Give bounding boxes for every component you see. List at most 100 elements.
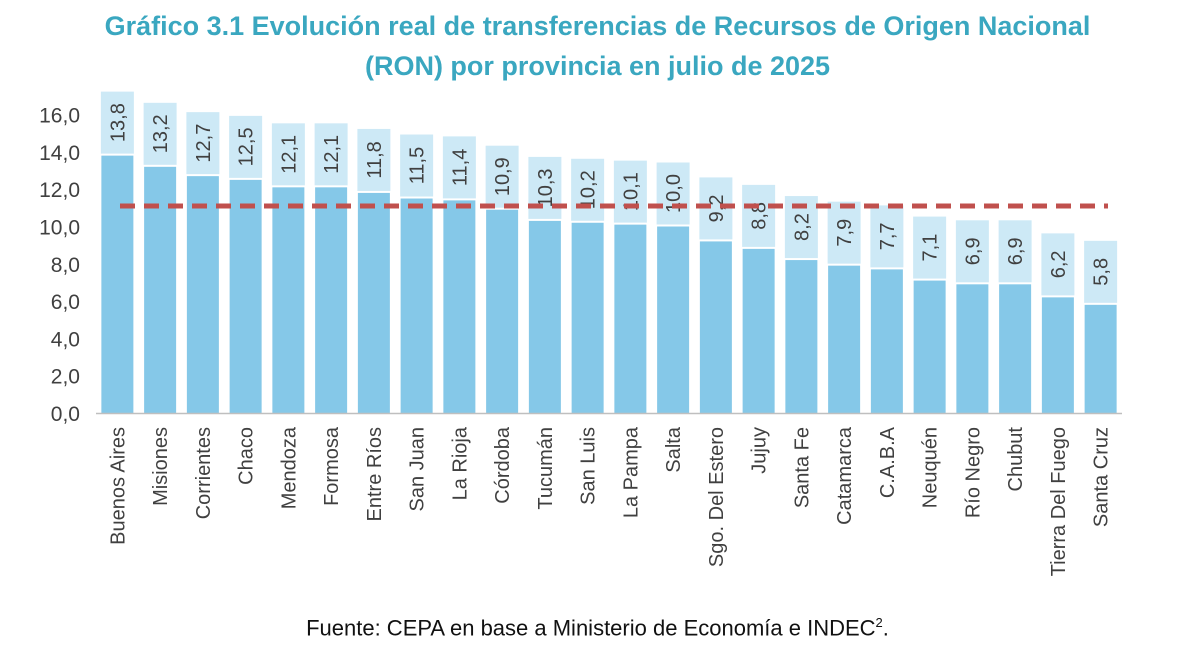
data-label-box <box>400 134 434 197</box>
y-tick-label: 14,0 <box>39 142 80 165</box>
chart-title: Gráfico 3.1 Evolución real de transferen… <box>0 6 1195 86</box>
data-label-box <box>143 102 177 165</box>
source-footnote-mark: 2 <box>875 615 883 630</box>
data-label: 7,1 <box>920 234 942 262</box>
data-label-box <box>485 145 519 208</box>
category-label: Formosa <box>321 426 343 506</box>
chart-title-line-1: Gráfico 3.1 Evolución real de transferen… <box>104 11 1091 41</box>
bar-chart: 0,0 2,0 4,0 6,0 8,0 10,0 12,0 14,0 16,0 13,8 Bueno… <box>39 91 1122 576</box>
data-label-box <box>998 220 1032 283</box>
y-tick-label: 16,0 <box>39 105 80 128</box>
y-tick-label: 4,0 <box>51 328 80 351</box>
bar <box>101 155 134 413</box>
source-suffix: . <box>882 615 889 641</box>
bar <box>229 179 262 413</box>
data-label: 11,5 <box>407 147 429 184</box>
data-label-box <box>357 128 391 191</box>
source-text: Fuente: CEPA en base a Ministerio de Eco… <box>306 615 876 641</box>
data-label: 10,1 <box>620 172 642 211</box>
category-label: Catamarca <box>834 426 856 525</box>
y-tick-label: 10,0 <box>39 217 80 240</box>
y-tick-label: 8,0 <box>51 254 80 277</box>
data-label-box <box>613 160 647 223</box>
data-label: 5,8 <box>1091 258 1113 286</box>
category-label: Mendoza <box>278 426 300 509</box>
category-label: Sgo. Del Estero <box>706 427 728 567</box>
y-tick-label: 2,0 <box>51 366 80 389</box>
data-label: 13,8 <box>107 103 129 142</box>
data-label: 10,2 <box>578 170 600 209</box>
bar <box>272 187 305 413</box>
bar <box>400 198 433 413</box>
data-label-box <box>870 205 904 268</box>
category-label: Buenos Aires <box>107 427 129 545</box>
category-label: Jujuy <box>749 427 771 474</box>
bar <box>1041 297 1074 413</box>
data-label: 12,1 <box>321 135 343 174</box>
category-label: La Rioja <box>449 426 471 500</box>
bar <box>742 248 775 413</box>
data-label: 6,9 <box>962 237 984 265</box>
data-label: 10,3 <box>535 168 557 207</box>
data-label: 8,8 <box>749 202 771 230</box>
data-label: 11,8 <box>364 141 386 178</box>
data-label: 7,9 <box>834 219 856 247</box>
bar <box>186 176 219 413</box>
data-label: 7,7 <box>877 222 899 250</box>
category-label: Salta <box>663 426 685 472</box>
bar <box>913 280 946 413</box>
bar <box>528 220 561 413</box>
data-label-box <box>827 201 861 264</box>
category-label: Chubut <box>1005 427 1027 492</box>
category-label: Tucumán <box>535 427 557 510</box>
data-label: 10,0 <box>663 174 685 213</box>
data-label-box <box>1041 233 1075 296</box>
category-label: Entre Ríos <box>364 427 386 521</box>
bar <box>357 192 390 413</box>
category-label: Neuquén <box>920 427 942 508</box>
data-label-box <box>528 156 562 219</box>
data-label-box <box>271 123 305 186</box>
data-label: 6,9 <box>1005 237 1027 265</box>
category-label: Santa Fe <box>791 427 813 508</box>
data-label: 12,1 <box>278 135 300 174</box>
bar <box>486 209 519 413</box>
data-label: 9,2 <box>706 195 728 223</box>
data-label: 12,5 <box>236 127 258 166</box>
data-label-box <box>442 136 476 199</box>
bar <box>785 260 818 413</box>
data-label-box <box>100 91 134 154</box>
bar <box>443 200 476 413</box>
data-label-box <box>742 184 776 247</box>
data-label: 10,9 <box>492 157 514 196</box>
data-label-box <box>229 115 263 178</box>
y-tick-label: 6,0 <box>51 291 80 314</box>
bar <box>699 241 732 413</box>
data-label-box <box>955 220 989 283</box>
data-label: 13,2 <box>150 114 172 153</box>
bar <box>614 224 647 413</box>
category-label: San Luis <box>578 427 600 505</box>
data-label: 6,2 <box>1048 250 1070 278</box>
source-note: Fuente: CEPA en base a Ministerio de Eco… <box>0 615 1195 641</box>
data-label: 11,4 <box>449 149 471 186</box>
category-label: Corrientes <box>193 427 215 519</box>
category-label: San Juan <box>407 427 429 512</box>
y-tick-label: 0,0 <box>51 403 80 426</box>
data-label-box <box>186 112 220 175</box>
category-label: Río Negro <box>962 427 984 518</box>
category-label: Chaco <box>236 427 258 485</box>
bar <box>315 187 348 413</box>
category-label: Tierra Del Fuego <box>1048 427 1070 576</box>
data-label-box <box>1084 240 1118 303</box>
bar <box>870 269 903 413</box>
category-label: La Pampa <box>620 426 642 518</box>
data-label: 8,2 <box>791 213 813 241</box>
data-label-box <box>913 216 947 279</box>
data-label-box <box>314 123 348 186</box>
bar <box>956 284 989 413</box>
y-tick-label: 12,0 <box>39 179 80 202</box>
bar <box>657 226 690 413</box>
bar <box>999 284 1032 413</box>
data-label-box <box>656 162 690 225</box>
